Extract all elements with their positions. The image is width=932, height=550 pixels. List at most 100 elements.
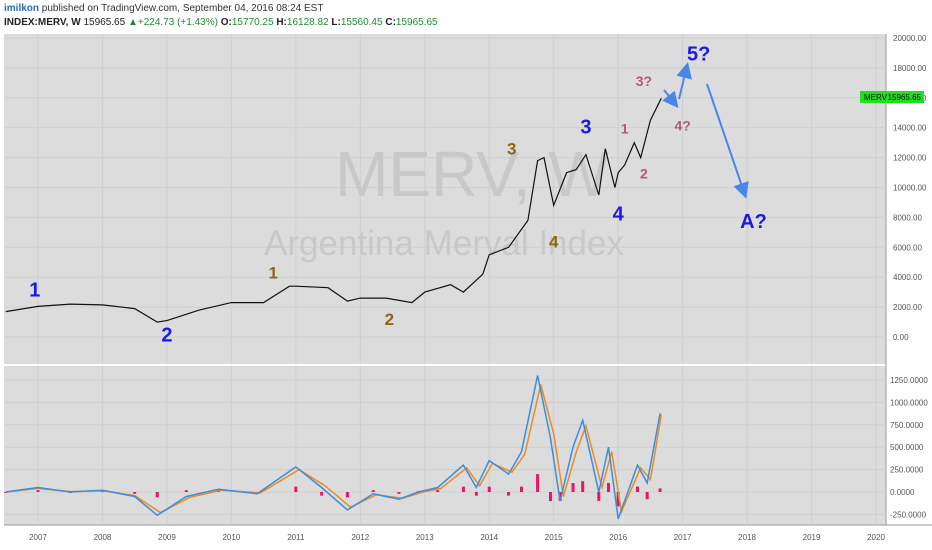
x-tick-label: 2017 [674,533,692,542]
wave-label: 5? [687,43,710,65]
wave-label: A? [740,211,767,233]
histogram-bar [507,492,511,496]
histogram-bar [474,492,478,496]
x-tick-label: 2011 [287,533,305,542]
histogram-bar [133,492,137,494]
price-tick-label: 12000.00 [893,154,927,163]
series-lines [5,98,663,520]
arrow-to-a [706,83,749,199]
watermark-name: Argentina Merval Index [264,224,624,263]
histogram-bar [597,492,601,501]
wave-label: 3? [636,73,652,89]
x-tick-label: 2009 [158,533,176,542]
price-tag-box [860,91,924,103]
macd-tick-label: 500.0000 [890,443,924,452]
symbol-name: INDEX:MERV, W [4,17,81,28]
histogram-bar [581,481,585,492]
price-tick-label: 2000.00 [893,303,922,312]
price-tick-label: 14000.00 [893,124,927,133]
price-pane [4,34,886,364]
histogram-bar [616,492,620,507]
arrow-to-5 [676,62,692,100]
macd-tick-label: 1000.0000 [890,398,928,407]
wave-label: 2 [385,310,394,329]
wave-label: 3 [507,140,516,159]
open-value: 15770.25 [231,17,274,28]
wave-label: 4? [674,118,690,134]
published-text: published on TradingView.com, September … [41,3,324,14]
grid [4,34,886,525]
histogram-bar [487,486,491,492]
histogram-bar [320,492,324,496]
histogram-bar [436,490,440,492]
wave-label: 2 [161,324,172,346]
last-price: 15965.65 [83,17,126,28]
histogram-bar [100,491,104,493]
high-label: H: [276,17,287,28]
price-tick-label: 4000.00 [893,273,922,282]
merv-price-line [5,98,662,323]
price-tick-label: 20000.00 [893,34,927,43]
x-tick-label: 2013 [416,533,434,542]
histogram-bar [635,486,639,492]
price-tag-label: MERV [864,93,888,102]
close-label: C: [385,17,396,28]
histogram-bar [36,490,40,492]
x-tick-label: 2015 [545,533,563,542]
histogram-bar [294,486,298,492]
histogram-bar [371,490,375,492]
histogram-bar [519,486,523,492]
change-icon: ▲ [127,17,138,28]
histogram-bar [536,474,540,492]
x-tick-label: 2012 [351,533,369,542]
watermark-symbol: MERV, W [335,138,609,210]
x-tick-label: 2016 [609,533,627,542]
x-tick-label: 2007 [29,533,47,542]
forecast-arrows [662,62,749,199]
histogram-bar [155,492,159,498]
histogram-bar [461,486,465,492]
wave-label: 2 [640,166,648,182]
y-tick-labels: 20000.0018000.0016000.0014000.0012000.00… [890,34,928,519]
macd-tick-label: 250.0000 [890,466,924,475]
macd-tick-label: 0.0000 [890,488,915,497]
x-tick-label: 2018 [738,533,756,542]
histogram-bar [571,483,575,492]
macd-histogram [4,474,662,507]
high-value: 16128.82 [286,17,329,28]
wave-label: 1 [269,264,278,283]
x-tick-label: 2010 [222,533,240,542]
open-label: O: [220,17,232,28]
histogram-bar [658,488,662,492]
wave-label: 3 [580,117,591,139]
macd-tick-label: -250.0000 [890,510,927,519]
macd-tick-label: 750.0000 [890,421,924,430]
wave-label: 4 [613,203,625,225]
histogram-bar [345,492,349,498]
author-link[interactable]: imilkon [4,3,40,14]
price-tag-value: 15965.65 [888,93,922,102]
histogram-bar [397,492,401,494]
price-tick-label: 6000.00 [893,243,922,252]
x-tick-label: 2020 [867,533,885,542]
price-tick-label: 10000.00 [893,184,927,193]
low-value: 15560.45 [340,17,383,28]
histogram-bar [645,492,649,500]
price-tick-label: 18000.00 [893,64,927,73]
arrow-to-4 [662,89,679,109]
wave-labels: 1 2 1 2 3 4 3 4 1 2 3? 4? 5? A? [29,43,767,346]
low-label: L: [331,17,341,28]
x-tick-label: 2008 [94,533,112,542]
x-tick-labels: 2007 2008 2009 2010 2011 2012 2013 2014 2015 2016… [29,533,885,542]
price-tick-label: 0.00 [893,333,909,342]
histogram-bar [184,490,188,492]
x-tick-label: 2019 [803,533,821,542]
histogram-bar [548,492,552,501]
publish-line: imilkon published on TradingView.com, Se… [4,3,323,14]
wave-label: 1 [621,121,629,137]
price-change: +224.73 (+1.43%) [137,17,218,28]
price-tick-label: 8000.00 [893,213,922,222]
histogram-bar [4,492,8,493]
